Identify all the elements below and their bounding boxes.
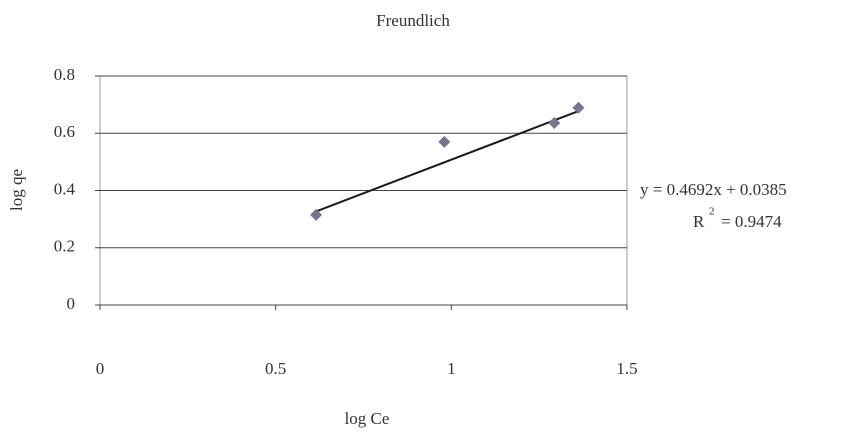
y-tick-label: 0 [67, 294, 76, 313]
y-axis-title: log qe [7, 169, 26, 211]
y-tick-label: 0.6 [54, 122, 75, 141]
y-tick-label: 0.8 [54, 65, 75, 84]
r-squared-symbol: R [693, 212, 705, 231]
chart-title: Freundlich [376, 11, 450, 30]
page: Freundlich log Ce log qe y = 0.4692x + 0… [0, 0, 864, 435]
x-tick-label: 0.5 [265, 359, 286, 378]
trendline-equation: y = 0.4692x + 0.0385 [640, 180, 787, 199]
x-tick-label: 1 [447, 359, 456, 378]
y-tick-label: 0.2 [54, 237, 75, 256]
x-tick-label: 0 [96, 359, 105, 378]
chart: Freundlich log Ce log qe y = 0.4692x + 0… [0, 0, 864, 435]
x-axis-title: log Ce [345, 409, 390, 428]
y-tick-label: 0.4 [54, 179, 76, 198]
r-squared-exponent: 2 [709, 206, 715, 218]
x-tick-label: 1.5 [616, 359, 637, 378]
r-squared-value: = 0.9474 [721, 212, 782, 231]
